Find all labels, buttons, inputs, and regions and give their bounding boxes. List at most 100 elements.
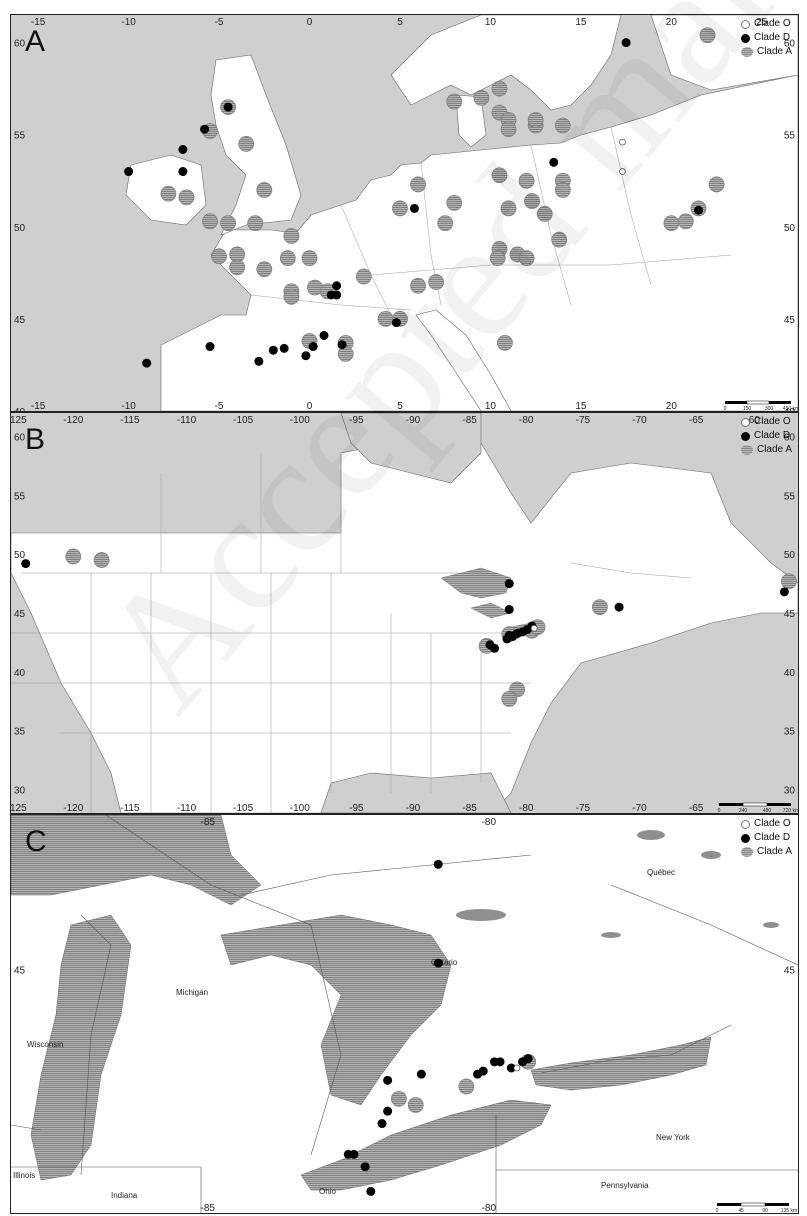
clade-o-symbol bbox=[740, 417, 750, 427]
panel-label-a: A bbox=[25, 25, 46, 58]
clade-d-point bbox=[319, 330, 329, 340]
clade-d-point bbox=[332, 281, 342, 291]
bottom-tick-label: 10 bbox=[485, 401, 497, 411]
scale-bar-c bbox=[717, 1202, 789, 1207]
clade-a-point bbox=[283, 288, 300, 305]
right-tick-label: 30 bbox=[784, 785, 796, 796]
top-tick-label: 0 bbox=[307, 17, 313, 28]
borders-b bbox=[11, 453, 692, 813]
top-tick-label: -95 bbox=[349, 415, 364, 426]
left-tick-label: 40 bbox=[14, 668, 26, 679]
clade-d-point bbox=[549, 157, 559, 167]
clade-d-point bbox=[504, 579, 514, 589]
left-tick-label: 45 bbox=[14, 315, 26, 326]
scale-label: 0 bbox=[724, 406, 727, 411]
right-tick-label: 55 bbox=[784, 131, 796, 142]
clade-d-point bbox=[200, 124, 210, 134]
scale-label: 90 bbox=[762, 1208, 768, 1213]
clade-o-point bbox=[513, 1064, 521, 1072]
clade-d-point bbox=[366, 1186, 376, 1196]
clade-a-point bbox=[178, 189, 195, 206]
legend-clade-d: Clade D bbox=[753, 430, 791, 441]
map-a-svg: -15 -10 -5 0 5 10 15 20 25 -15 -10 -5 0 5 10 15 20 60 55 50… bbox=[14, 15, 798, 411]
top-tick-label: -80 bbox=[482, 817, 497, 828]
left-tick-label: 45 bbox=[14, 609, 26, 620]
legend-clade-a: Clade A bbox=[756, 444, 792, 455]
bottom-tick-label: -70 bbox=[632, 803, 647, 813]
clade-d-point bbox=[779, 587, 789, 597]
clade-d-point bbox=[433, 958, 443, 968]
lake-michigan bbox=[30, 914, 132, 1181]
bottom-tick-label: -120 bbox=[63, 803, 83, 813]
left-tick-label: 55 bbox=[14, 491, 26, 502]
right-tick-label: 35 bbox=[784, 727, 796, 738]
right-tick-label: 40 bbox=[784, 407, 796, 411]
clade-o-symbol bbox=[740, 819, 750, 829]
legend-clade-o: Clade O bbox=[753, 416, 791, 427]
top-tick-label: -75 bbox=[576, 415, 591, 426]
clade-o-symbol bbox=[740, 19, 750, 29]
top-tick-label: 15 bbox=[575, 17, 587, 28]
scale-label: 150 bbox=[743, 406, 752, 411]
clade-a-point bbox=[65, 548, 82, 565]
clade-d-point bbox=[377, 1119, 387, 1129]
clade-a-point bbox=[491, 80, 508, 97]
clade-a-point bbox=[591, 599, 608, 616]
scale-label: 300 bbox=[765, 406, 774, 411]
clade-a-point bbox=[437, 215, 454, 232]
scale-bar-b bbox=[719, 802, 791, 807]
clade-d-point bbox=[279, 343, 289, 353]
clade-d-point bbox=[506, 1063, 516, 1073]
clade-a-point bbox=[283, 228, 300, 244]
clade-a-point bbox=[256, 182, 273, 198]
bottom-tick-label: -65 bbox=[689, 803, 704, 813]
bottom-tick-label: -105 bbox=[233, 803, 253, 813]
place-label: Indiana bbox=[111, 1191, 138, 1200]
bottom-tick-label: -125 bbox=[11, 803, 27, 813]
top-tick-label: -60 bbox=[745, 415, 760, 426]
lake-ontario bbox=[530, 1036, 712, 1091]
top-tick-label: -10 bbox=[121, 17, 136, 28]
left-tick-label: 45 bbox=[14, 965, 26, 976]
map-c-svg: -85 -80 -85 -80 45 45 0 45 90 135 km Québec Ontari… bbox=[11, 815, 798, 1213]
clade-d-point bbox=[337, 340, 347, 350]
clade-d-symbol bbox=[740, 833, 750, 843]
clade-d-point bbox=[518, 1057, 528, 1067]
clade-a-point bbox=[279, 250, 296, 267]
clade-a-point bbox=[458, 1078, 475, 1095]
right-tick-label: 45 bbox=[784, 965, 796, 976]
legend-clade-o: Clade O bbox=[753, 18, 791, 29]
top-tick-label: -65 bbox=[689, 415, 704, 426]
hudson-bay bbox=[340, 413, 482, 484]
clade-d-point bbox=[693, 205, 703, 215]
clade-d-point bbox=[621, 38, 631, 48]
clade-d-point bbox=[495, 1057, 505, 1067]
small-lakes bbox=[456, 830, 779, 938]
map-panel-a: -15 -10 -5 0 5 10 15 20 25 -15 -10 -5 0 5 10 15 20 60 55 50… bbox=[10, 14, 799, 412]
clade-a-point bbox=[238, 136, 255, 152]
clade-d-symbol bbox=[740, 33, 750, 43]
clade-a-point bbox=[446, 194, 463, 211]
clade-o-point bbox=[619, 168, 626, 175]
clade-d-point bbox=[383, 1075, 393, 1085]
top-tick-label: -5 bbox=[215, 17, 224, 28]
top-tick-label: -85 bbox=[462, 415, 477, 426]
clade-a-point bbox=[410, 176, 426, 193]
bottom-tick-label: -10 bbox=[121, 401, 136, 411]
left-tick-label: 30 bbox=[14, 785, 26, 796]
right-tick-label: 45 bbox=[784, 315, 796, 326]
map-panel-b: -125 -120 -115 -110 -105 -100 -95 -90 -85 -80 -75 -… bbox=[10, 412, 799, 814]
clade-a-point bbox=[446, 93, 463, 110]
bottom-tick-label: 20 bbox=[666, 401, 678, 411]
left-tick-label: 50 bbox=[14, 223, 26, 234]
clade-a-point bbox=[491, 167, 508, 184]
clade-d-point bbox=[614, 602, 624, 612]
map-b-svg: -125 -120 -115 -110 -105 -100 -95 -90 -85 -80 -75 -… bbox=[11, 413, 798, 813]
clade-o-point bbox=[619, 138, 626, 146]
borders-c bbox=[11, 815, 798, 1213]
clade-a-point bbox=[781, 573, 797, 590]
great-britain bbox=[210, 54, 302, 236]
top-tick-label: -110 bbox=[177, 415, 197, 426]
panel-label-b: B bbox=[25, 423, 46, 456]
bottom-tick-label: -100 bbox=[290, 803, 310, 813]
